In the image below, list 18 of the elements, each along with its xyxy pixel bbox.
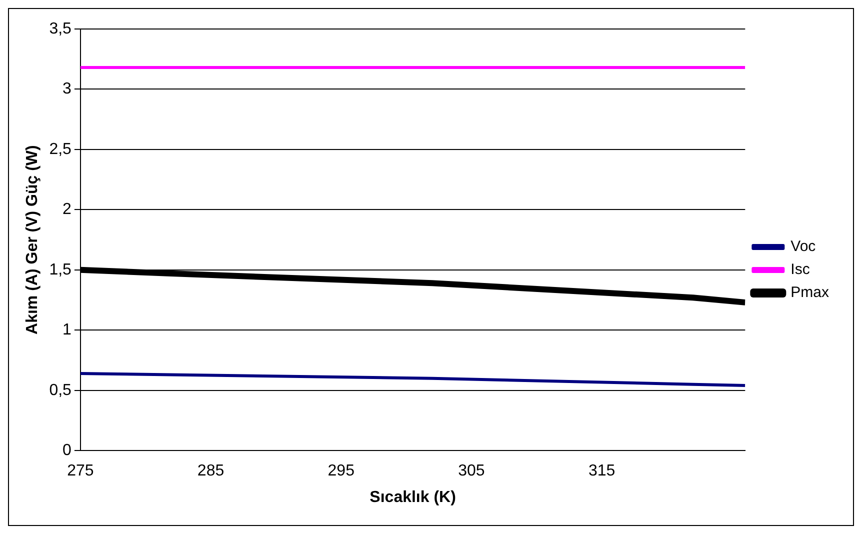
legend-label: Isc (790, 261, 810, 278)
y-tick-label: 2 (62, 201, 72, 218)
y-tick-label: 1,5 (49, 261, 72, 278)
y-tick-label: 0,5 (49, 382, 72, 399)
legend-label: Pmax (790, 284, 830, 302)
x-tick-label: 275 (67, 462, 94, 480)
y-tick-label: 0 (62, 442, 72, 460)
x-axis-title: Sıcaklık (K) (370, 488, 456, 506)
y-tick-label: 3 (62, 80, 72, 98)
y-tick-label: 2,5 (49, 140, 72, 158)
x-tick-label: 285 (197, 462, 224, 480)
y-tick-label: 3,5 (49, 20, 72, 38)
y-axis-title: Akım (A) Ger (V) Güç (W) (24, 145, 42, 334)
x-tick-label: 315 (588, 462, 616, 480)
x-tick-label: 295 (328, 462, 355, 480)
y-tick-label: 1 (62, 322, 72, 339)
x-tick-label: 305 (458, 462, 485, 480)
legend-label: Voc (790, 238, 816, 256)
